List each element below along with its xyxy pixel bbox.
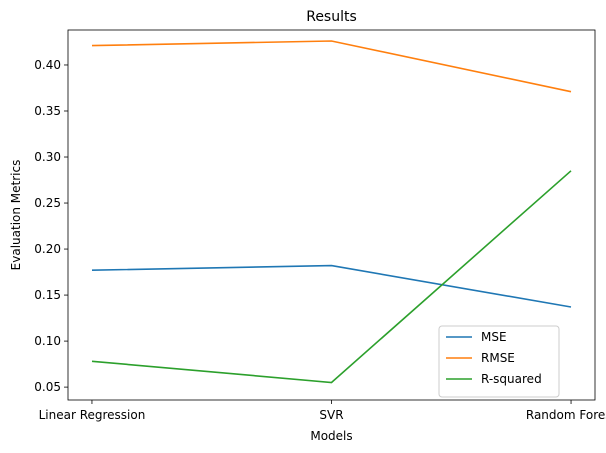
y-tick-label: 0.10: [34, 334, 61, 348]
y-tick-label: 0.35: [34, 104, 61, 118]
y-tick-label: 0.20: [34, 242, 61, 256]
legend-label: RMSE: [481, 351, 515, 365]
y-tick-label: 0.05: [34, 380, 61, 394]
y-tick-label: 0.30: [34, 150, 61, 164]
series-line-r-squared: [91, 170, 572, 384]
y-axis-title: Evaluation Metrics: [9, 160, 23, 271]
plot-frame: [67, 29, 596, 401]
x-tick-label: SVR: [319, 408, 343, 422]
y-tick-label: 0.40: [34, 58, 61, 72]
plot-area: 0.05 0.10 0.15 0.20 0.25 0.30 0.35 0.40 Linear R…: [34, 40, 606, 422]
chart-title: Results: [306, 9, 357, 25]
y-tick-label: 0.15: [34, 288, 61, 302]
series-line-mse: [91, 264, 572, 308]
x-tick-label: Linear Regression: [39, 408, 146, 422]
y-tick-label: 0.25: [34, 196, 61, 210]
legend-label: R-squared: [481, 372, 542, 386]
x-tick-label: Random Forest: [526, 408, 606, 422]
legend-label: MSE: [481, 330, 507, 344]
legend: MSE RMSE R-squared: [438, 325, 560, 398]
x-axis-title: Models: [310, 429, 352, 443]
series-line-rmse: [91, 40, 572, 93]
